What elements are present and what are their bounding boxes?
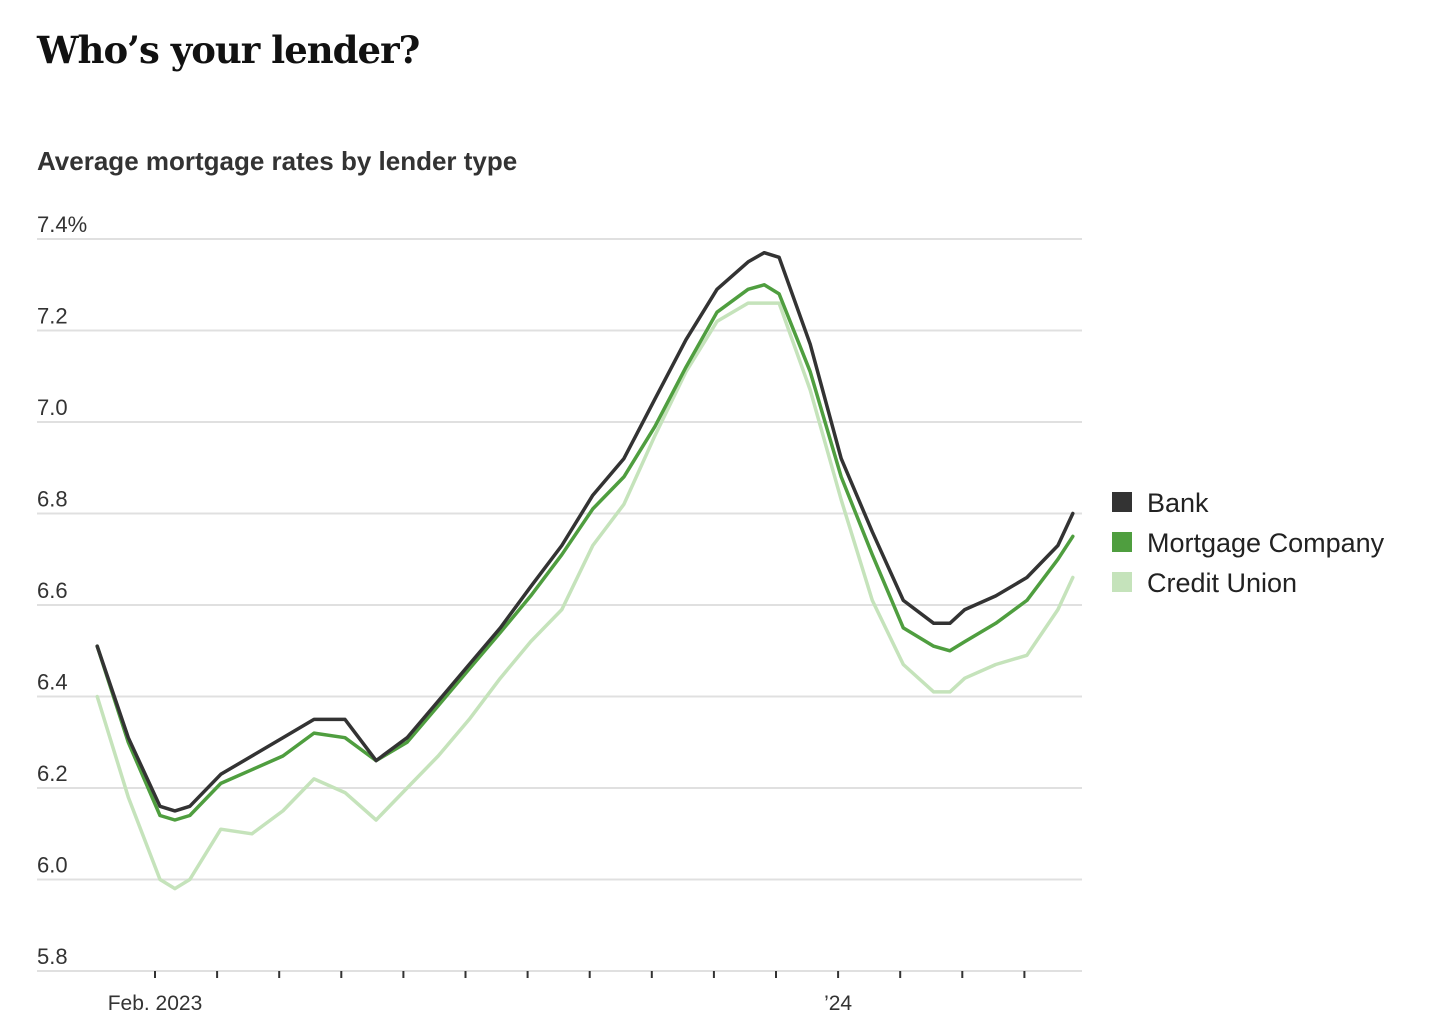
y-tick-label: 6.2 — [37, 761, 68, 786]
headline: Who’s your lender? — [37, 28, 420, 72]
legend-label: Mortgage Company — [1147, 528, 1385, 558]
legend-swatch — [1112, 532, 1132, 552]
x-axis: Feb. 2023 ’24 — [108, 971, 1026, 1015]
y-tick-label: 6.4 — [37, 670, 68, 695]
y-tick-label: 6.0 — [37, 853, 68, 878]
gridlines — [37, 238, 1082, 972]
legend: Bank Mortgage Company Credit Union — [1112, 488, 1385, 598]
y-tick-label: 7.2 — [37, 304, 68, 329]
series-lines — [95, 250, 1075, 891]
y-tick-label: 7.4% — [37, 212, 87, 237]
legend-swatch — [1112, 492, 1132, 512]
legend-label: Credit Union — [1147, 568, 1297, 598]
series-line-credit-union — [95, 301, 1075, 891]
y-tick-label: 6.6 — [37, 578, 68, 603]
chart-title: Average mortgage rates by lender type — [37, 146, 518, 176]
x-tick-label: Feb. 2023 — [108, 992, 203, 1015]
y-axis: 7.4% 7.2 7.0 6.8 6.6 6.4 6.2 6.0 5.8 — [37, 212, 87, 969]
y-tick-label: 7.0 — [37, 395, 68, 420]
y-tick-label: 6.8 — [37, 487, 68, 512]
y-tick-label: 5.8 — [37, 944, 68, 969]
legend-label: Bank — [1147, 488, 1209, 518]
legend-swatch — [1112, 572, 1132, 592]
x-tick-label: ’24 — [824, 992, 852, 1015]
series-line-mortgage-company — [95, 283, 1075, 822]
series-line-bank — [95, 250, 1075, 813]
